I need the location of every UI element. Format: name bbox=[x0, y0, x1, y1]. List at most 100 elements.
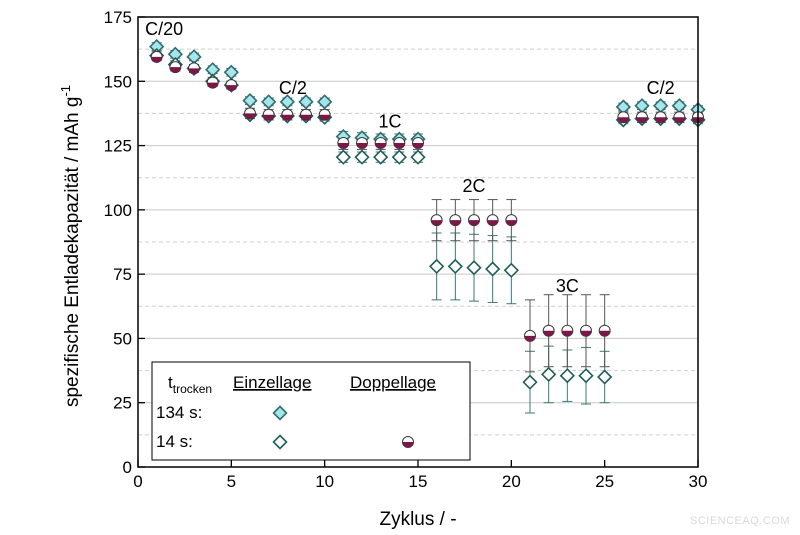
series-3-point-fill bbox=[412, 143, 424, 149]
y-tick-label: 175 bbox=[104, 8, 132, 27]
rate-label: 1C bbox=[378, 112, 401, 132]
series-3-point-fill bbox=[543, 330, 555, 337]
legend-row-14s: 14 s: bbox=[156, 432, 193, 451]
rate-label: 3C bbox=[556, 276, 579, 296]
series-2-point bbox=[597, 369, 613, 385]
rate-labels: C/20 C/2 1C 2C 3C C/2 bbox=[145, 19, 675, 296]
series-1-point bbox=[261, 94, 277, 110]
series-3-point bbox=[169, 61, 182, 74]
series-3-point bbox=[542, 324, 555, 337]
series-3-point bbox=[449, 214, 462, 227]
series-2-point bbox=[354, 149, 370, 165]
legend-markers bbox=[272, 405, 414, 450]
series-3-point bbox=[337, 137, 350, 149]
y-tick-label: 150 bbox=[104, 72, 132, 91]
series-3-point bbox=[206, 76, 219, 89]
rate-label: C/2 bbox=[279, 78, 307, 98]
legend-header-t: ttrocken bbox=[168, 373, 212, 396]
series-2-point bbox=[447, 258, 463, 275]
legend-row-134s: 134 s: bbox=[156, 403, 202, 422]
series-3-point bbox=[412, 137, 424, 149]
x-tick-label: 15 bbox=[409, 472, 428, 491]
series-1-point bbox=[671, 98, 687, 114]
series-3-point bbox=[244, 107, 256, 120]
y-tick-label: 0 bbox=[123, 458, 132, 477]
series-3-point bbox=[561, 324, 574, 337]
rate-label: C/2 bbox=[647, 78, 675, 98]
series-1-point bbox=[634, 98, 650, 114]
series-3-point-fill bbox=[655, 117, 667, 123]
series-3-point-fill bbox=[617, 117, 629, 123]
rate-label: C/20 bbox=[145, 19, 183, 39]
legend-header-t-main: t bbox=[168, 373, 173, 392]
series-2-point bbox=[410, 149, 426, 165]
y-tick-label: 50 bbox=[113, 329, 132, 348]
rate-label: 2C bbox=[462, 176, 485, 196]
y-axis-title-main: spezifische Entladekapazität / mAh g bbox=[62, 97, 83, 408]
axis-ticks: 0 5 10 15 20 25 30 0 25 50 75 100 125 150 175 bbox=[104, 8, 708, 491]
series-3-point bbox=[300, 108, 312, 121]
x-axis-title: Zyklus / - bbox=[379, 509, 456, 530]
series-3-point bbox=[636, 111, 648, 124]
series-3-point bbox=[188, 62, 200, 75]
legend-box bbox=[151, 361, 471, 461]
legend-marker-14s-doppellage-fill bbox=[402, 442, 414, 448]
series-2-point bbox=[391, 149, 407, 165]
y-axis-title: spezifische Entladekapazität / mAh g-1 bbox=[58, 85, 83, 407]
legend-marker-14s-doppellage bbox=[402, 436, 414, 448]
series-3-point bbox=[524, 329, 536, 342]
legend-header-einzellage: Einzellage bbox=[233, 373, 311, 392]
series-2-point bbox=[429, 258, 445, 275]
series-3-point-fill bbox=[524, 335, 536, 342]
series-3-point-fill bbox=[244, 113, 256, 119]
series-3-point-fill bbox=[449, 220, 461, 226]
legend-marker-134s-einzellage bbox=[272, 405, 288, 421]
series-1-point bbox=[317, 94, 333, 110]
series-2-point bbox=[503, 262, 519, 278]
series-3-point bbox=[580, 324, 592, 337]
series-3-point-fill bbox=[673, 117, 685, 123]
series-3-point-fill bbox=[375, 143, 387, 149]
series-1-point bbox=[298, 94, 314, 110]
series-3-point-fill bbox=[337, 143, 349, 149]
data-points bbox=[149, 38, 706, 390]
legend: ttrocken Einzellage Doppellage 134 s: 14… bbox=[151, 361, 471, 461]
series-2-point bbox=[466, 260, 482, 276]
series-3-point bbox=[486, 214, 499, 227]
series-3-point-fill bbox=[580, 330, 592, 337]
series-2-point bbox=[335, 149, 351, 165]
series-3-point-fill bbox=[505, 220, 517, 226]
series-3-point bbox=[505, 214, 518, 227]
series-3-point bbox=[673, 111, 686, 124]
series-3-point-fill bbox=[431, 220, 443, 226]
series-3-point bbox=[393, 137, 406, 149]
series-3-point-fill bbox=[393, 143, 405, 149]
series-3-point-fill bbox=[281, 114, 293, 121]
series-3-point-fill bbox=[151, 56, 163, 63]
series-3-point bbox=[318, 108, 331, 121]
x-tick-label: 30 bbox=[689, 472, 708, 491]
y-tick-label: 25 bbox=[113, 394, 132, 413]
series-2-point bbox=[373, 149, 389, 165]
series-3-point-fill bbox=[319, 114, 331, 121]
series-1-point bbox=[223, 64, 239, 80]
series-1-point bbox=[279, 94, 295, 110]
series-3-point bbox=[281, 108, 294, 121]
series-3-point-fill bbox=[207, 82, 219, 89]
error-bars bbox=[151, 42, 703, 414]
series-2-point bbox=[578, 368, 594, 384]
series-3-point bbox=[374, 137, 387, 149]
series-3-point-fill bbox=[356, 143, 368, 149]
series-3-point-fill bbox=[468, 220, 480, 226]
series-2-point bbox=[522, 374, 538, 390]
series-3-point-fill bbox=[636, 117, 648, 123]
y-axis-title-unit-exponent: -1 bbox=[58, 85, 73, 97]
series-3-point-fill bbox=[225, 85, 237, 91]
series-3-point bbox=[654, 111, 667, 124]
series-3-point-fill bbox=[188, 68, 200, 74]
x-tick-label: 0 bbox=[133, 472, 142, 491]
series-2-point bbox=[559, 368, 575, 384]
y-tick-label: 100 bbox=[104, 201, 132, 220]
legend-header-t-subscript: trocken bbox=[173, 382, 212, 396]
series-3-point bbox=[150, 50, 163, 63]
